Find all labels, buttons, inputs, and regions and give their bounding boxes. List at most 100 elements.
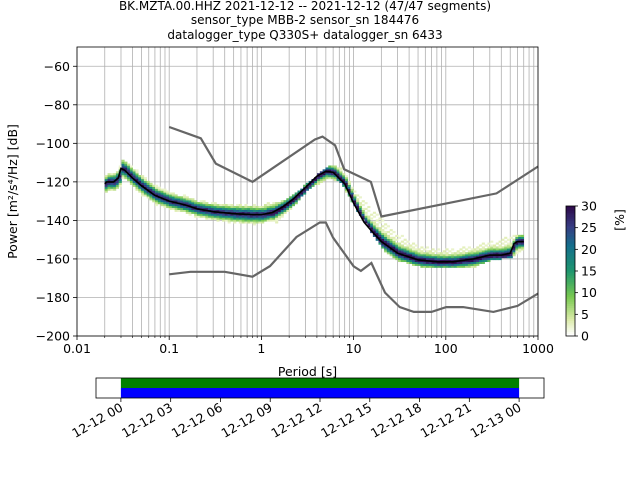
psd-density-cell: [420, 261, 424, 264]
psd-density-cell: [208, 211, 212, 214]
colorbar-tick-label: 20: [581, 242, 597, 257]
colorbar-segment: [566, 303, 575, 306]
psd-density-cell: [289, 207, 293, 211]
psd-density-cell: [504, 244, 508, 247]
psd-density-cell: [266, 215, 270, 218]
psd-density-cell: [384, 234, 388, 237]
psd-density-cell: [434, 254, 438, 257]
psd-density-cell: [389, 238, 393, 241]
psd-density-cell: [445, 265, 449, 268]
psd-density-cell: [490, 257, 494, 261]
colorbar-segment: [566, 297, 575, 300]
psd-density-cell: [495, 252, 499, 255]
psd-density-cell: [512, 246, 516, 249]
psd-density-cell: [515, 236, 519, 239]
psd-density-cell: [395, 248, 399, 251]
psd-density-cell: [249, 211, 254, 214]
psd-density-cell: [191, 198, 195, 201]
psd-density-cell: [509, 236, 513, 239]
psd-density-cell: [423, 263, 427, 266]
psd-density-cell: [269, 209, 273, 212]
psd-density-cell: [481, 250, 485, 253]
psd-density-cell: [445, 259, 449, 263]
psd-density-cell: [141, 188, 145, 191]
psd-density-cell: [168, 202, 173, 205]
psd-density-cell: [155, 192, 159, 195]
psd-density-cell: [495, 242, 499, 245]
psd-density-cell: [227, 205, 231, 209]
psd-density-cell: [356, 204, 360, 207]
psd-density-cell: [509, 254, 513, 257]
psd-density-cell: [481, 254, 485, 257]
psd-density-cell: [501, 248, 505, 251]
psd-density-cell: [124, 161, 128, 164]
psd-density-cell: [336, 171, 340, 174]
y-tick-label: −180: [36, 290, 70, 305]
psd-density-cell: [255, 209, 259, 212]
psd-density-cell: [185, 200, 189, 203]
psd-density-cell: [465, 263, 469, 266]
psd-density-cell: [155, 196, 159, 199]
psd-density-cell: [479, 254, 483, 257]
psd-density-cell: [107, 186, 111, 189]
psd-density-cell: [155, 198, 159, 201]
psd-density-cell: [121, 163, 125, 166]
psd-density-cell: [199, 204, 203, 207]
psd-density-cell: [168, 198, 173, 201]
psd-density-cell: [325, 175, 329, 178]
psd-density-cell: [456, 257, 460, 261]
psd-density-cell: [375, 232, 379, 236]
colorbar-segment: [566, 229, 575, 233]
ppsd-plot-area: 0.01 0.1 1 10 100 1000 −200 −180 −160 −140 −120 −10…: [5, 46, 554, 379]
psd-density-cell: [473, 261, 477, 264]
psd-density-cell: [372, 223, 376, 226]
psd-density-cell: [308, 184, 312, 187]
psd-density-cell: [370, 227, 374, 230]
colorbar-segment: [566, 221, 575, 224]
psd-density-cell: [378, 227, 382, 230]
psd-density-cell: [210, 213, 214, 216]
psd-density-cell: [361, 215, 365, 218]
psd-density-cell: [188, 211, 192, 214]
psd-density-cell: [350, 196, 354, 199]
psd-density-cell: [300, 188, 304, 191]
psd-density-cell: [490, 244, 494, 247]
psd-density-cell: [330, 175, 335, 178]
psd-density-cell: [375, 229, 379, 232]
psd-density-cell: [224, 205, 228, 209]
psd-density-cell: [512, 248, 516, 251]
psd-density-cell: [342, 177, 346, 180]
psd-density-cell: [367, 209, 371, 212]
psd-density-cell: [347, 180, 351, 184]
psd-density-cell: [168, 205, 173, 209]
psd-density-cell: [476, 259, 480, 263]
psd-density-cell: [400, 256, 404, 259]
psd-density-cell: [110, 184, 114, 187]
colorbar-segment: [566, 314, 575, 317]
psd-density-cell: [166, 194, 170, 197]
psd-density-cell: [384, 246, 388, 249]
psd-density-cell: [403, 259, 407, 263]
psd-density-cell: [476, 254, 480, 257]
psd-density-cell: [182, 198, 187, 201]
psd-density-cell: [442, 259, 446, 263]
psd-density-cell: [487, 242, 491, 245]
psd-density-cell: [347, 186, 351, 189]
psd-density-cell: [470, 254, 474, 257]
psd-density-cell: [263, 205, 268, 209]
psd-density-cell: [398, 259, 402, 263]
psd-density-cell: [319, 171, 323, 174]
psd-density-cell: [208, 213, 212, 216]
psd-density-cell: [398, 257, 402, 261]
psd-density-cell: [370, 223, 374, 226]
psd-density-cell: [230, 213, 234, 216]
psd-density-cell: [129, 182, 133, 185]
psd-density-cell: [492, 250, 497, 253]
psd-density-cell: [194, 202, 198, 205]
psd-density-cell: [473, 265, 477, 268]
psd-density-cell: [124, 163, 128, 166]
psd-density-cell: [439, 252, 444, 255]
psd-density-cell: [138, 178, 142, 182]
psd-density-cell: [442, 254, 446, 257]
psd-density-cell: [236, 219, 240, 222]
